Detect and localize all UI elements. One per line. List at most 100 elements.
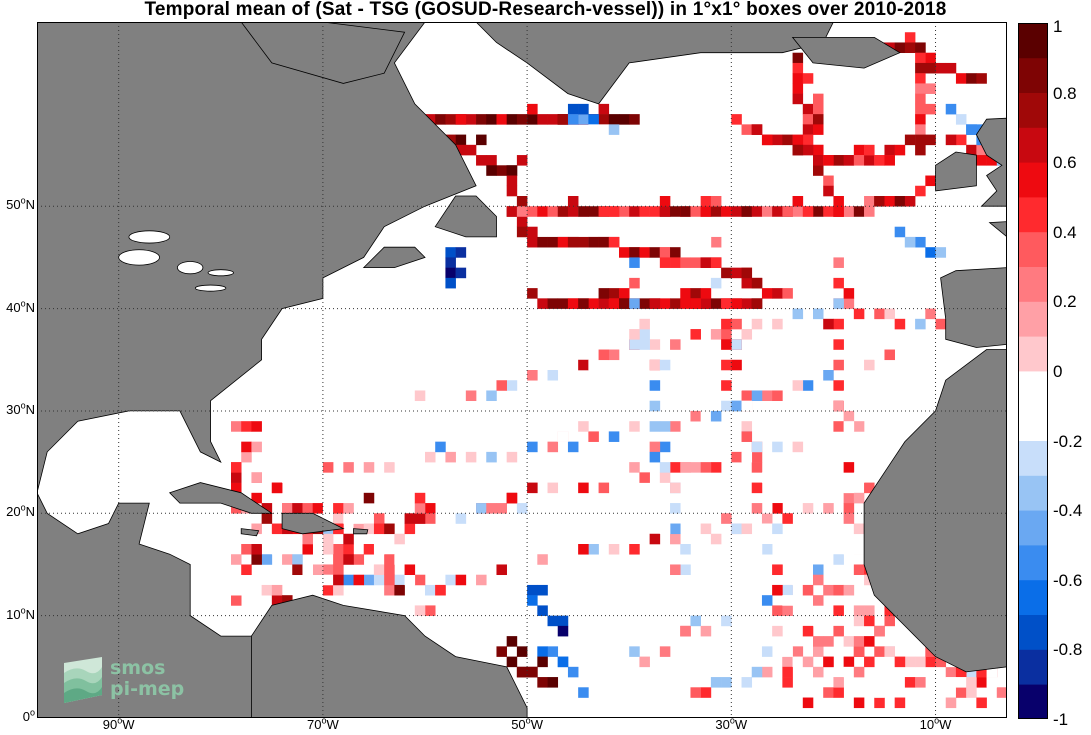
data-cell [915,93,926,105]
data-cell [333,513,344,524]
data-cell [945,103,957,115]
data-cell [557,359,569,371]
data-cell [772,584,783,596]
data-cell [598,236,610,248]
data-cell [486,155,497,166]
data-cell [792,646,804,657]
data-cell [935,656,947,668]
data-cell [884,656,895,668]
label-hemisphere: W [122,717,135,732]
data-cell [813,308,824,320]
data-cell [710,257,722,268]
data-cell [700,196,712,207]
data-cell [915,236,926,248]
data-cell [864,144,875,156]
data-cell [731,359,742,371]
data-cell [813,206,824,217]
data-cell [751,124,763,135]
data-cell [935,62,947,74]
data-cell [710,462,722,473]
data-cell [802,656,814,668]
data-cell [833,277,844,289]
data-cell [506,636,518,647]
data-cell [455,134,467,146]
data-cell [843,482,855,494]
data-cell [731,298,742,309]
label-number: 50 [6,197,21,213]
label-hemisphere: W [734,717,748,732]
puerto-rico-land [353,528,369,535]
data-cell [649,339,661,350]
data-cell [496,114,507,125]
data-cell [751,462,763,473]
data-cell [802,625,814,637]
data-cell [353,554,365,565]
data-cell [843,544,855,555]
data-cell [629,114,640,125]
data-cell [394,554,405,565]
data-cell [690,329,701,340]
data-cell [700,298,712,309]
data-cell [322,503,334,514]
data-cell [864,656,875,668]
data-cell [843,155,855,166]
label-degree: o [20,298,26,309]
data-cell [465,144,477,156]
data-cell [874,625,885,637]
data-cell [271,584,283,596]
data-cell [639,247,650,258]
data-cell [261,554,273,565]
data-cell [741,421,753,432]
data-cell [465,114,477,125]
data-cell [680,687,691,698]
data-cell [547,646,559,657]
data-cell [864,584,875,596]
data-cell [966,73,977,84]
data-cell [394,574,405,586]
data-cell [282,503,293,514]
data-cell [578,544,589,555]
data-cell [721,318,732,330]
colorbar-bin [1018,336,1048,372]
data-cell [363,462,375,473]
data-cell [476,155,487,166]
colorbar-tick-label: 0.8 [1053,83,1077,103]
data-cell [527,226,538,238]
data-cell [710,533,722,545]
data-cell [527,595,538,606]
latitude-label: 20oN [0,503,35,519]
data-cell [322,574,334,586]
data-cell [547,615,559,627]
data-cell [884,308,895,320]
data-cell [639,318,650,330]
data-cell [333,574,344,586]
data-cell [680,257,691,268]
data-cell [874,687,885,698]
data-cell [670,206,681,217]
data-cell [578,103,589,115]
data-cell [874,196,885,207]
data-cell [384,574,395,586]
colorbar-bin [1018,649,1048,685]
data-cell [833,625,844,637]
data-cell [710,677,722,688]
data-cell [322,462,334,473]
data-cell [741,677,753,688]
data-cell [741,605,753,616]
data-cell [864,206,875,217]
data-cell [414,390,426,402]
data-cell [751,503,763,514]
data-cell [282,472,293,483]
data-cell [864,615,875,627]
data-cell [904,677,916,688]
data-cell [537,656,548,668]
data-cell [629,298,640,309]
data-cell [823,656,834,668]
data-cell [567,236,579,248]
data-cell [874,308,885,320]
data-cell [271,595,283,606]
salinity-difference-map [37,22,1007,718]
data-cell [976,697,987,709]
data-cell [710,206,722,217]
data-cell [486,503,497,514]
